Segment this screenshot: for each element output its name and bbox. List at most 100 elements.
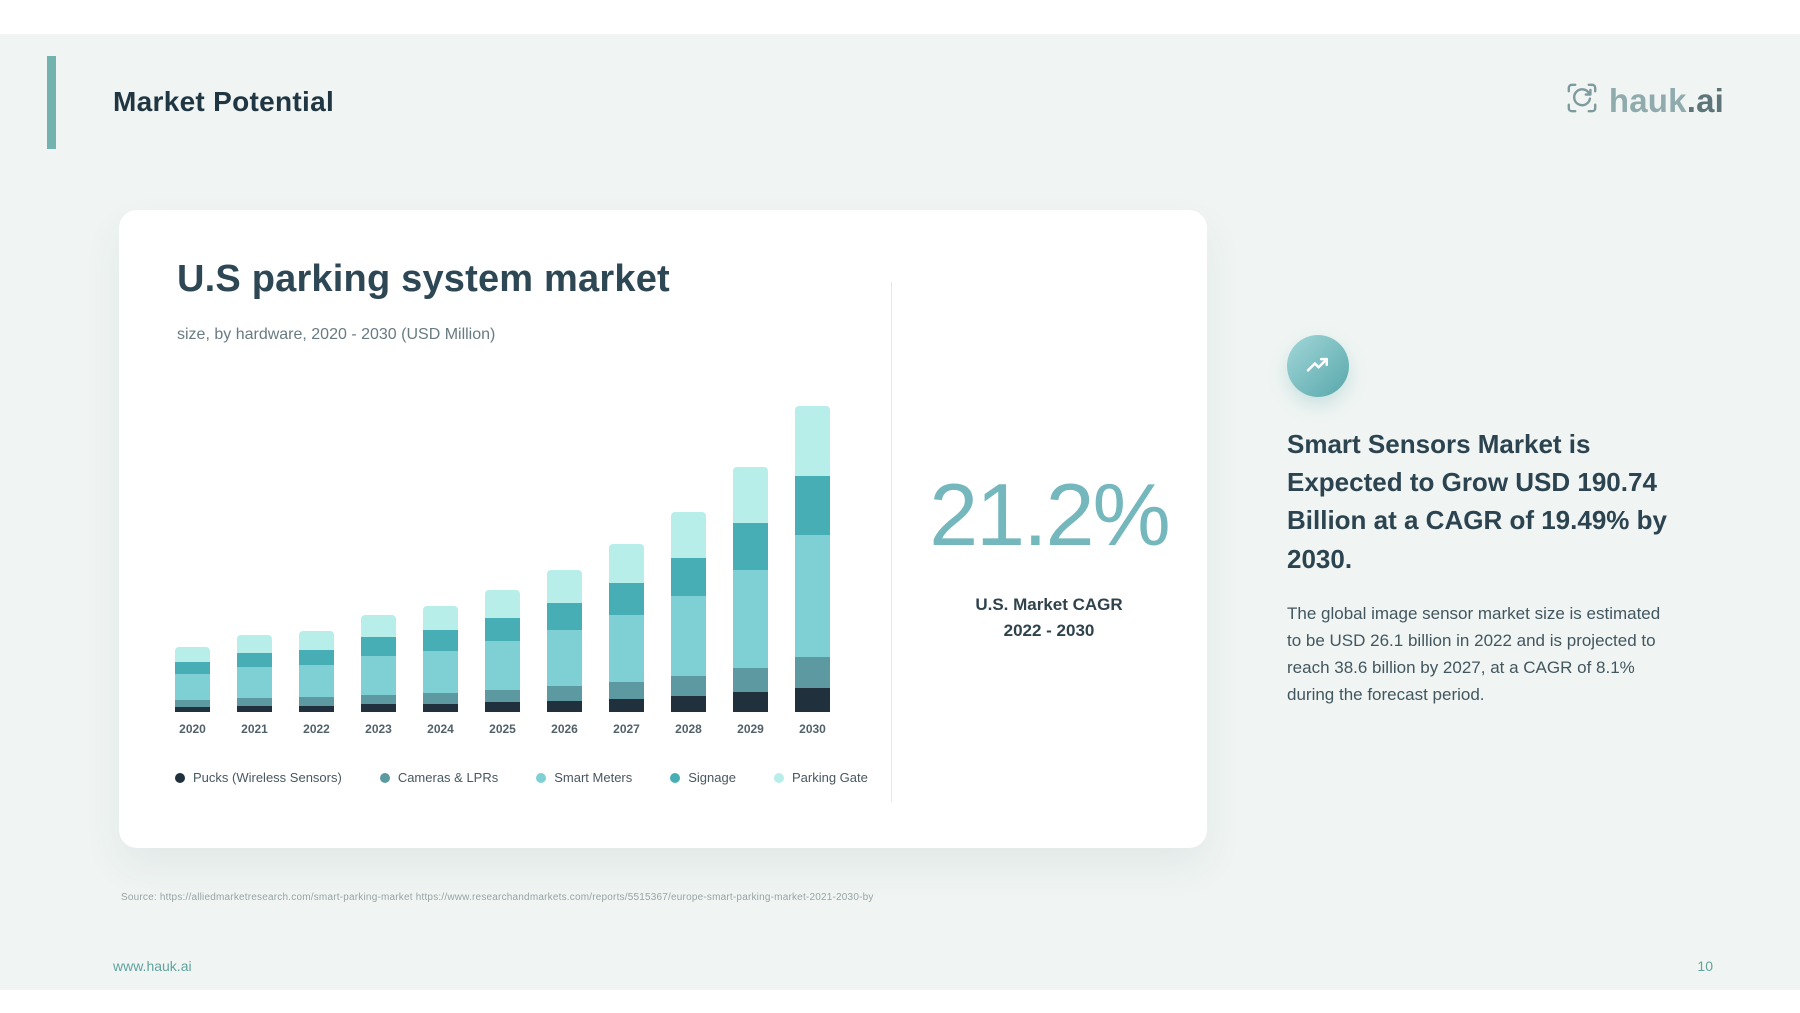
bar-column-2023: 2023 <box>361 615 396 736</box>
bar-segment <box>423 703 458 712</box>
bar-stack <box>237 635 272 712</box>
bar-stack <box>361 615 396 712</box>
focus-refresh-icon <box>1564 80 1600 121</box>
legend-dot <box>773 772 784 783</box>
bar-segment <box>485 590 520 619</box>
bar-year-label: 2022 <box>303 722 330 736</box>
bar-segment <box>609 681 644 699</box>
chart-subtitle: size, by hardware, 2020 - 2030 (USD Mill… <box>177 326 496 343</box>
bar-column-2024: 2024 <box>423 606 458 736</box>
bar-column-2022: 2022 <box>299 631 334 736</box>
bar-segment <box>609 614 644 682</box>
bar-segment <box>423 630 458 651</box>
bar-stack <box>733 467 768 712</box>
bar-segment <box>547 629 582 687</box>
logo-text-hauk: hauk <box>1608 81 1687 119</box>
hauk-ai-logo: hauk.ai <box>1564 80 1724 121</box>
bar-stack <box>609 544 644 712</box>
bar-year-label: 2029 <box>737 722 764 736</box>
legend-dot <box>379 772 390 783</box>
cagr-label-line2: 2022 - 2030 <box>1003 621 1095 640</box>
insight-body: The global image sensor market size is e… <box>1287 603 1661 705</box>
legend-dot <box>670 772 681 783</box>
logo-text-ai: .ai <box>1686 81 1724 119</box>
chart-legend: Pucks (Wireless Sensors) Cameras & LPRs Sm… <box>175 770 868 785</box>
bar-year-label: 2021 <box>241 722 268 736</box>
bar-segment <box>733 523 768 570</box>
title-accent-bar <box>47 56 56 149</box>
bar-segment <box>485 641 520 691</box>
legend-item: Signage <box>670 770 736 785</box>
bar-segment <box>795 406 830 477</box>
bar-segment <box>299 665 334 698</box>
legend-label: Signage <box>688 770 736 785</box>
legend-dot <box>175 772 185 783</box>
bar-stack <box>795 406 830 712</box>
source-citation: Source: https://alliedmarketresearch.com… <box>121 892 874 903</box>
bar-year-label: 2024 <box>427 722 454 736</box>
bar-year-label: 2030 <box>799 722 826 736</box>
bar-column-2025: 2025 <box>485 590 520 736</box>
legend-label: Smart Meters <box>554 770 633 785</box>
logo-wordmark: hauk.ai <box>1609 82 1724 120</box>
bar-segment <box>423 650 458 693</box>
page-title: Market Potential <box>113 86 335 117</box>
bar-stack <box>485 590 520 712</box>
bar-segment <box>671 558 706 597</box>
bar-segment <box>299 631 334 650</box>
cagr-value: 21.2% <box>929 464 1171 564</box>
legend-item: Smart Meters <box>536 770 632 785</box>
bar-segment <box>361 637 396 656</box>
bar-segment <box>609 698 644 712</box>
bar-segment <box>671 695 706 712</box>
bar-segment <box>671 512 706 559</box>
cagr-stat-block: 21.2% U.S. Market CAGR 2022 - 2030 <box>891 210 1207 848</box>
bar-stack <box>671 512 706 712</box>
bar-column-2020: 2020 <box>175 647 210 736</box>
bar-column-2027: 2027 <box>609 544 644 736</box>
slide: Market Potential hauk.ai U.S parki <box>0 34 1800 990</box>
legend-dot <box>536 772 547 783</box>
bar-segment <box>795 656 830 688</box>
bar-segment <box>485 690 520 703</box>
legend-label: Parking Gate <box>791 770 868 785</box>
bar-segment <box>547 602 582 630</box>
bar-segment <box>175 661 210 675</box>
bar-column-2021: 2021 <box>237 635 272 736</box>
bar-segment <box>361 655 396 695</box>
trending-up-icon <box>1287 335 1349 397</box>
bar-segment <box>795 476 830 535</box>
bar-segment <box>237 698 272 706</box>
bar-segment <box>547 686 582 701</box>
chart-card: U.S parking system market size, by hardw… <box>119 210 1207 848</box>
bar-segment <box>361 694 396 705</box>
bar-segment <box>299 649 334 666</box>
bar-segment <box>547 700 582 712</box>
bar-year-label: 2026 <box>551 722 578 736</box>
vertical-divider <box>891 282 892 802</box>
bar-segment <box>361 704 396 712</box>
bar-segment <box>299 697 334 706</box>
bar-segment <box>361 615 396 638</box>
bar-segment <box>175 674 210 701</box>
legend-item: Pucks (Wireless Sensors) <box>175 770 342 785</box>
bar-segment <box>609 544 644 583</box>
bar-stack <box>547 570 582 712</box>
bar-column-2028: 2028 <box>671 512 706 736</box>
bar-segment <box>237 652 272 668</box>
bar-chart: 2020 2021 2022 2023 2024 2025 2026 2027 2028 2029… <box>175 396 830 736</box>
bar-segment <box>299 705 334 712</box>
bar-segment <box>175 700 210 707</box>
chart-title: U.S parking system market <box>177 258 670 300</box>
legend-item: Parking Gate <box>773 770 868 785</box>
bar-segment <box>795 687 830 712</box>
bar-segment <box>671 675 706 696</box>
legend-label: Pucks (Wireless Sensors) <box>193 770 342 785</box>
bar-year-label: 2027 <box>613 722 640 736</box>
bar-segment <box>237 667 272 699</box>
bar-stack <box>299 631 334 712</box>
bar-stack <box>423 606 458 712</box>
insight-panel: Smart Sensors Market is Expected to Grow… <box>1287 335 1687 709</box>
footer-website: www.hauk.ai <box>113 958 192 974</box>
